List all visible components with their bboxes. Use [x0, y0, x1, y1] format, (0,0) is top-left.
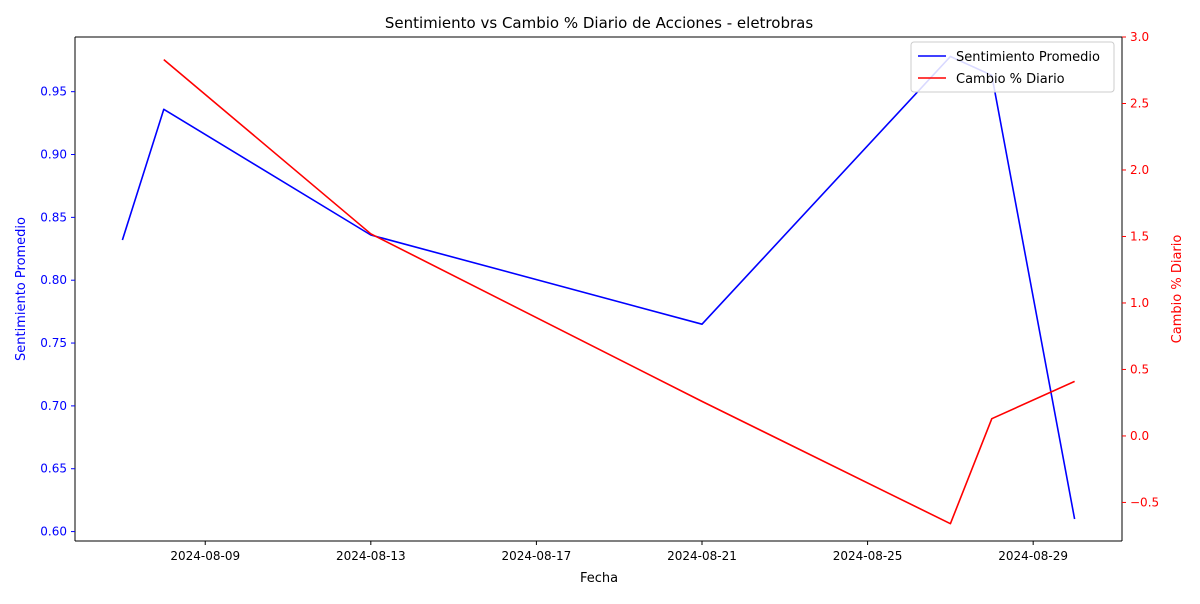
y-right-tick-label: 2.5: [1130, 96, 1149, 110]
x-tick-label: 2024-08-29: [998, 549, 1068, 563]
chart-title: Sentimiento vs Cambio % Diario de Accion…: [385, 14, 813, 32]
y-left-tick-label: 0.60: [40, 525, 67, 539]
x-tick-label: 2024-08-09: [170, 549, 240, 563]
y-right-tick-label: 2.0: [1130, 163, 1149, 177]
x-tick-label: 2024-08-13: [336, 549, 406, 563]
y-right-tick-label: 0.0: [1130, 429, 1149, 443]
y-axis-left-label: Sentimiento Promedio: [14, 217, 29, 361]
y-left-tick-label: 0.80: [40, 273, 67, 287]
legend: Sentimiento Promedio Cambio % Diario: [911, 42, 1114, 92]
y-right-tick-label: −0.5: [1130, 495, 1159, 509]
y-right-tick-label: 3.0: [1130, 30, 1149, 44]
y-right-tick-label: 1.0: [1130, 296, 1149, 310]
y-right-tick-label: 1.5: [1130, 229, 1149, 243]
y-left-tick-label: 0.65: [40, 462, 67, 476]
legend-label-sentimiento: Sentimiento Promedio: [956, 50, 1100, 65]
y-axis-right-label: Cambio % Diario: [1170, 235, 1185, 344]
x-tick-label: 2024-08-25: [833, 549, 903, 563]
y-left-tick-label: 0.85: [40, 210, 67, 224]
y-left-tick-label: 0.70: [40, 399, 67, 413]
x-tick-label: 2024-08-17: [502, 549, 572, 563]
y-left-tick-label: 0.75: [40, 336, 67, 350]
x-axis-label: Fecha: [580, 571, 618, 586]
y-left-tick-label: 0.95: [40, 85, 67, 99]
x-tick-label: 2024-08-21: [667, 549, 737, 563]
y-left-tick-label: 0.90: [40, 148, 67, 162]
legend-label-cambio: Cambio % Diario: [956, 72, 1065, 87]
y-right-tick-label: 0.5: [1130, 362, 1149, 376]
plot-area: [75, 37, 1122, 541]
